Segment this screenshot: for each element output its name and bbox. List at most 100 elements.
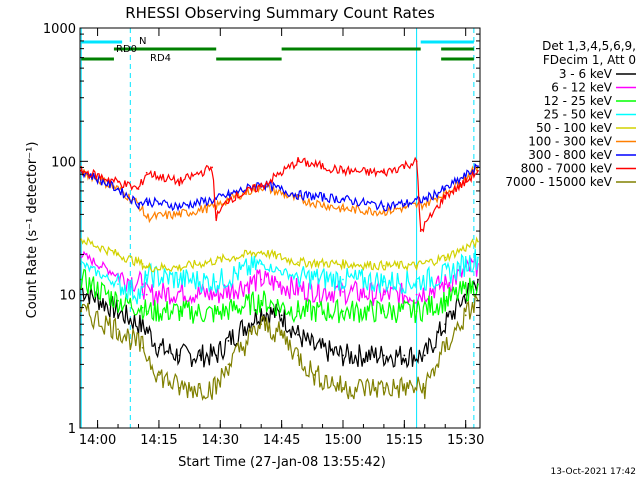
data-point-8-2 <box>141 346 144 349</box>
data-point-3-4 <box>178 278 181 281</box>
data-point-1-2 <box>141 283 144 286</box>
x-axis-label: Start Time (27-Jan-08 13:55:42) <box>178 455 386 470</box>
data-point-1-11 <box>444 283 447 286</box>
data-point-7-5 <box>211 166 214 169</box>
data-point-0-2 <box>145 328 148 331</box>
legend-header-line-1: Det 1,3,4,5,6,9, <box>542 39 636 53</box>
data-point-6-2 <box>137 202 140 205</box>
data-point-7-14 <box>444 195 447 197</box>
data-point-5-4 <box>178 213 181 216</box>
data-point-1-7 <box>297 288 299 291</box>
data-point-0-9 <box>280 314 283 317</box>
y-tick-label-2: 100 <box>51 155 76 170</box>
data-point-3-8 <box>342 278 344 281</box>
series-0 <box>80 278 479 369</box>
data-point-1-6 <box>260 278 263 281</box>
data-point-4-4 <box>178 266 181 269</box>
data-point-8-9 <box>280 333 283 336</box>
data-point-6-9 <box>342 198 344 201</box>
data-point-6-14 <box>464 174 467 177</box>
data-point-2-11 <box>444 299 447 302</box>
series-line-6 <box>80 163 479 212</box>
data-point-8-8 <box>260 323 263 326</box>
data-point-5-11 <box>403 206 406 209</box>
data-point-8-11 <box>313 374 316 376</box>
data-point-8-3 <box>158 374 160 376</box>
data-point-3-9 <box>382 280 385 283</box>
data-point-6-6 <box>227 194 230 196</box>
data-point-1-5 <box>215 293 218 296</box>
series-line-3 <box>80 249 479 305</box>
data-point-5-5 <box>215 205 218 208</box>
data-point-3-2 <box>141 293 144 296</box>
data-point-0-11 <box>313 346 316 349</box>
series-line-0 <box>80 279 479 369</box>
data-point-0-18 <box>477 278 479 281</box>
data-point-8-15 <box>423 386 426 389</box>
data-point-7-13 <box>419 230 422 232</box>
data-point-4-5 <box>215 259 218 262</box>
data-point-7-1 <box>117 181 119 183</box>
data-point-2-3 <box>145 310 148 313</box>
data-point-0-12 <box>342 354 344 357</box>
data-point-0-7 <box>227 340 230 342</box>
data-point-8-7 <box>227 363 230 366</box>
series-line-4 <box>80 236 479 273</box>
y-tick-label-1: 10 <box>59 289 76 304</box>
data-point-5-12 <box>423 202 426 205</box>
data-point-6-4 <box>178 205 181 208</box>
data-point-4-3 <box>145 266 148 269</box>
data-point-3-3 <box>145 274 148 277</box>
data-point-5-13 <box>444 191 447 194</box>
data-point-8-4 <box>178 386 181 389</box>
data-point-0-6 <box>215 354 218 357</box>
data-point-4-6 <box>260 250 263 253</box>
data-point-0-16 <box>444 323 447 326</box>
data-point-7-3 <box>145 171 148 174</box>
data-point-1-4 <box>178 290 181 293</box>
data-point-6-3 <box>145 200 148 203</box>
data-point-2-10 <box>415 310 418 313</box>
data-point-4-11 <box>444 256 447 259</box>
data-point-7-9 <box>297 160 299 163</box>
legend-label-4: 50 - 100 keV <box>536 121 613 135</box>
footer-date: 13-Oct-2021 17:42 <box>551 467 636 477</box>
data-point-2-9 <box>382 310 385 313</box>
data-point-8-0 <box>80 310 83 313</box>
legend-label-8: 7000 - 15000 keV <box>505 175 612 189</box>
data-point-1-9 <box>382 293 385 296</box>
data-point-7-10 <box>342 169 344 172</box>
data-point-3-6 <box>260 263 263 265</box>
data-point-7-4 <box>178 181 181 183</box>
data-point-2-5 <box>215 312 218 315</box>
data-point-2-2 <box>141 306 144 309</box>
series-2 <box>80 268 479 324</box>
data-point-7-12 <box>415 160 418 163</box>
data-point-8-1 <box>117 328 119 331</box>
data-point-3-1 <box>117 283 119 286</box>
flag-label-n: N <box>139 36 146 47</box>
data-point-2-6 <box>260 299 263 302</box>
data-point-3-10 <box>415 280 418 283</box>
legend-label-2: 12 - 25 keV <box>544 94 613 108</box>
data-point-6-8 <box>297 194 299 196</box>
data-point-5-3 <box>145 216 148 219</box>
data-point-6-5 <box>215 198 218 201</box>
x-tick-label-1: 14:15 <box>140 433 177 448</box>
data-point-2-12 <box>477 283 479 286</box>
data-point-0-10 <box>297 333 299 336</box>
data-point-2-1 <box>117 299 119 302</box>
x-tick-label-5: 15:15 <box>386 433 423 448</box>
data-point-0-5 <box>198 354 201 357</box>
data-point-6-15 <box>477 165 479 168</box>
data-point-8-10 <box>297 354 299 357</box>
data-point-4-7 <box>297 261 299 264</box>
data-point-2-8 <box>342 310 344 313</box>
x-tick-label-4: 15:00 <box>324 433 361 448</box>
data-point-5-9 <box>342 207 344 210</box>
data-point-0-8 <box>260 310 263 313</box>
data-point-0-13 <box>382 354 385 357</box>
data-point-6-13 <box>444 188 447 190</box>
legend-label-6: 300 - 800 keV <box>528 148 612 162</box>
